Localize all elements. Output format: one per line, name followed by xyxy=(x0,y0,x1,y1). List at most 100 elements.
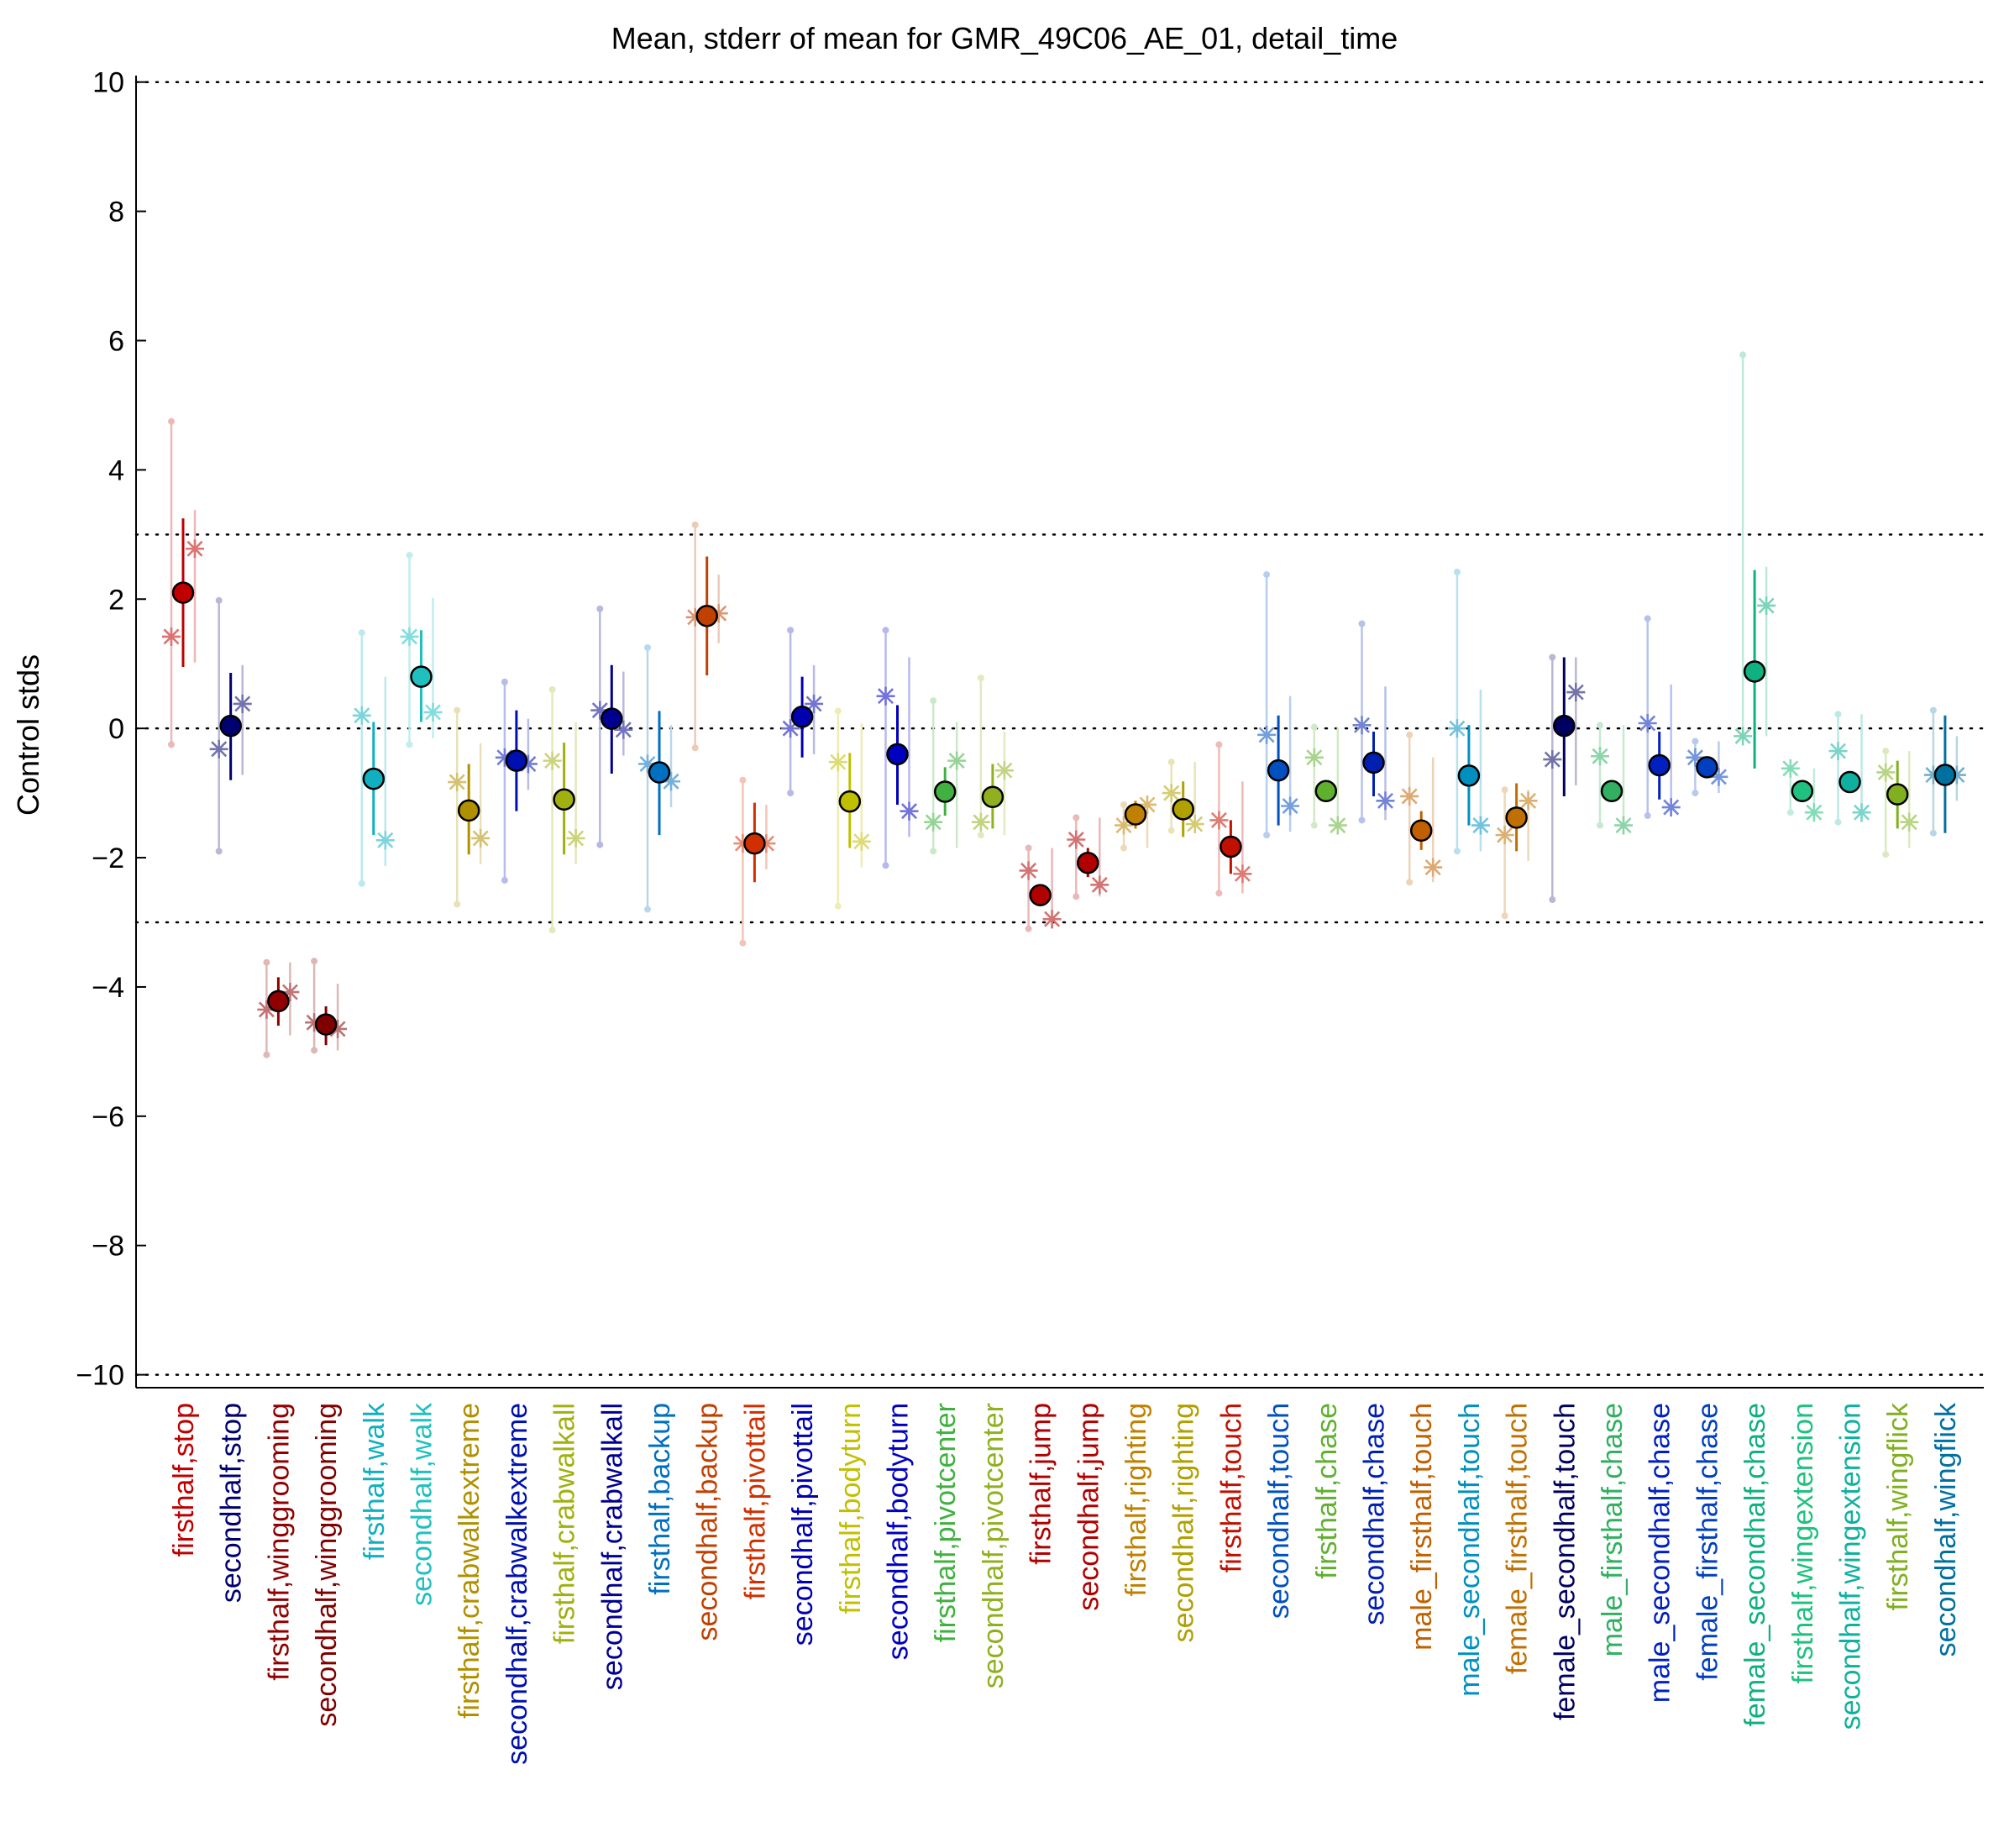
range-end-dot xyxy=(1882,748,1890,755)
star-stroke xyxy=(1830,743,1846,759)
range-end-dot xyxy=(1453,848,1461,855)
star-stroke xyxy=(830,753,847,770)
star-right xyxy=(852,832,871,851)
category-group xyxy=(781,627,824,797)
star-stroke xyxy=(163,628,180,645)
range-end-dot xyxy=(1501,912,1508,920)
y-tick-label: 8 xyxy=(108,197,124,228)
star-stroke xyxy=(1091,876,1108,893)
range-end-dot xyxy=(1929,706,1937,714)
mean-point xyxy=(886,743,909,766)
mean-point xyxy=(1743,660,1766,683)
chart-title: Mean, stderr of mean for GMR_49C06_AE_01… xyxy=(611,21,1398,55)
mean-point xyxy=(933,780,957,803)
star-left xyxy=(1876,763,1896,782)
star-stroke xyxy=(878,688,894,705)
star-stroke xyxy=(1567,684,1584,701)
range-end-dot xyxy=(1692,790,1699,797)
range-end-dot xyxy=(215,848,223,855)
star-right xyxy=(1042,910,1062,929)
category-group xyxy=(1257,571,1300,839)
range-end-dot xyxy=(1215,890,1223,897)
star-right xyxy=(1185,815,1204,834)
star-left xyxy=(1828,742,1848,761)
category-group xyxy=(1686,738,1728,797)
x-category-label: secondhalf,pivottail xyxy=(787,1403,819,1646)
range-end-dot xyxy=(548,685,556,693)
star-right xyxy=(1281,796,1300,816)
x-category-label: male_secondhalf,touch xyxy=(1454,1403,1486,1697)
range-end-dot xyxy=(1406,879,1414,886)
star-stroke xyxy=(1639,715,1656,732)
mean-point xyxy=(410,665,433,688)
x-category-label: secondhalf,winggrooming xyxy=(311,1403,343,1727)
category-group xyxy=(305,958,348,1054)
range-end-dot xyxy=(1786,809,1794,816)
mean-point xyxy=(1839,770,1861,794)
range-end-dot xyxy=(787,627,795,634)
category-group xyxy=(924,697,967,855)
category-group xyxy=(495,678,538,884)
star-right xyxy=(186,539,204,559)
star-stroke xyxy=(996,762,1013,779)
star-stroke xyxy=(1424,859,1441,876)
range-end-dot xyxy=(1644,812,1651,820)
mean-point xyxy=(1409,819,1433,842)
range-end-dot xyxy=(215,596,223,604)
range-end-dot xyxy=(1834,818,1842,826)
y-tick-label: −4 xyxy=(92,972,124,1004)
category-group xyxy=(1067,814,1109,900)
star-right xyxy=(1900,812,1919,832)
range-end-dot xyxy=(1358,816,1366,824)
star-stroke xyxy=(1401,788,1418,805)
range-end-dot xyxy=(834,902,842,910)
category-group xyxy=(1828,711,1871,826)
category-group xyxy=(1543,654,1586,904)
category-group xyxy=(685,521,728,752)
star-left xyxy=(1019,861,1038,880)
x-category-label: firsthalf,winggrooming xyxy=(263,1403,295,1681)
star-left xyxy=(543,751,562,770)
range-end-dot xyxy=(263,958,270,966)
category-group xyxy=(448,706,490,908)
category-group xyxy=(1352,620,1395,824)
mean-point xyxy=(553,788,575,811)
star-stroke xyxy=(1330,817,1346,834)
star-right xyxy=(947,751,967,770)
x-category-label: firsthalf,touch xyxy=(1215,1403,1247,1572)
range-end-dot xyxy=(1167,759,1175,766)
range-end-dot xyxy=(1453,568,1461,575)
x-category-label: firsthalf,backup xyxy=(644,1403,676,1595)
star-left xyxy=(1304,748,1324,767)
range-end-dot xyxy=(739,939,747,947)
star-stroke xyxy=(663,773,679,790)
x-category-label: firsthalf,wingflick xyxy=(1882,1402,1914,1611)
range-end-dot xyxy=(1215,741,1223,748)
x-category-label: secondhalf,bodyturn xyxy=(883,1403,915,1660)
category-group xyxy=(209,596,252,855)
star-stroke xyxy=(1758,597,1775,614)
star-right xyxy=(1757,596,1776,615)
range-end-dot xyxy=(1549,896,1556,904)
star-stroke xyxy=(1187,816,1204,832)
y-axis-ticks: 10 8 6 4 2 0 −2 −4 −6 −8 −10 xyxy=(76,67,146,1392)
mean-point xyxy=(1648,753,1671,777)
mean-point xyxy=(457,799,480,822)
star-stroke xyxy=(973,814,989,831)
star-left xyxy=(1543,750,1562,769)
y-tick-label: 4 xyxy=(108,454,124,486)
star-left xyxy=(1734,727,1753,746)
star-left xyxy=(1257,725,1277,744)
category-group xyxy=(543,685,585,934)
category-group xyxy=(1019,844,1062,932)
star-stroke xyxy=(377,832,394,848)
mean-point xyxy=(219,714,242,738)
star-right xyxy=(471,828,490,848)
star-left xyxy=(1638,713,1657,732)
star-left xyxy=(162,627,181,646)
category-group xyxy=(1447,568,1490,855)
star-stroke xyxy=(1544,751,1561,768)
star-left xyxy=(1781,759,1800,778)
x-category-label: secondhalf,jump xyxy=(1073,1403,1104,1611)
